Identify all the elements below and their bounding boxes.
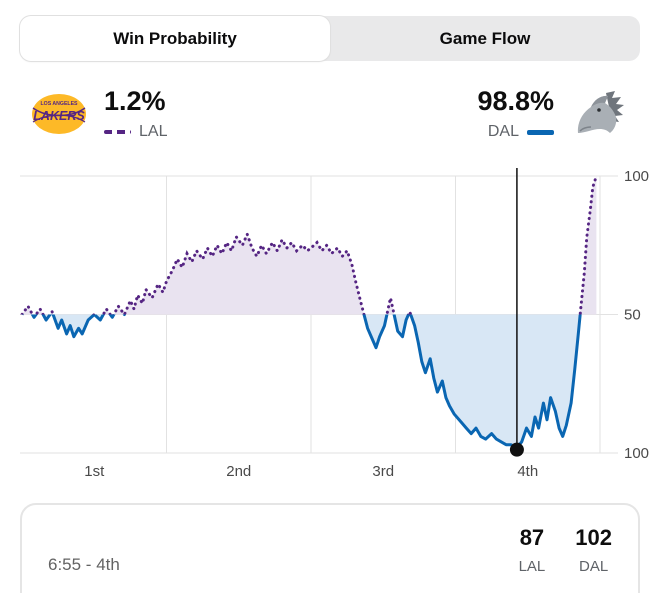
- lakers-logo-city-text: LOS ANGELES: [41, 101, 79, 107]
- lakers-logo-wordmark: LAKERS: [33, 109, 85, 123]
- lal-win-pct: 1.2%: [104, 85, 166, 116]
- x-tick-label: 1st: [84, 463, 105, 480]
- dal-score-label: DAL: [579, 558, 609, 575]
- lal-legend-label: LAL: [139, 123, 168, 141]
- dal-win-pct: 98.8%: [477, 85, 554, 116]
- win-probability-chart[interactable]: 1st 2nd 3rd 4th 100 50 100: [0, 158, 660, 493]
- game-clock: 6:55 - 4th: [48, 555, 120, 574]
- scrub-marker-dot[interactable]: [509, 442, 524, 457]
- dal-score: 102: [575, 525, 612, 550]
- x-tick-label: 3rd: [372, 463, 394, 480]
- dal-legend-label: DAL: [487, 123, 519, 141]
- dal-area-fill: [22, 314, 597, 448]
- home-team-block: 98.8% DAL: [477, 85, 630, 142]
- tab-game-flow[interactable]: Game Flow: [439, 28, 531, 48]
- mavericks-logo: [577, 91, 624, 133]
- view-toggle: Win Probability Game Flow: [20, 16, 640, 61]
- y-tick-label: 100: [624, 168, 649, 185]
- lal-legend: LAL: [104, 123, 167, 141]
- lal-dashed-line-swatch: [104, 130, 131, 135]
- y-tick-label: 50: [624, 307, 641, 324]
- tab-win-probability[interactable]: Win Probability: [20, 16, 330, 61]
- x-tick-label: 2nd: [226, 463, 251, 480]
- lal-probability-line: [20, 174, 598, 315]
- away-team-block: LOS ANGELES LAKERS 1.2% LAL: [30, 85, 167, 142]
- y-tick-label: 100: [624, 445, 649, 462]
- score-columns: 87 LAL 102 DAL: [519, 525, 612, 575]
- dal-solid-line-swatch: [527, 129, 554, 135]
- probability-header: LOS ANGELES LAKERS 1.2% LAL 98.8% DAL: [30, 80, 630, 148]
- lakers-logo: LOS ANGELES LAKERS: [32, 94, 86, 134]
- lal-area-fill: [22, 176, 597, 315]
- score-card: 6:55 - 4th 87 LAL 102 DAL: [20, 503, 640, 593]
- lal-score: 87: [519, 525, 545, 550]
- dal-legend: DAL: [477, 123, 554, 141]
- dal-score-column: 102 DAL: [575, 525, 612, 575]
- x-tick-label: 4th: [517, 463, 538, 480]
- lal-score-column: 87 LAL: [519, 525, 546, 575]
- lal-score-label: LAL: [518, 558, 546, 575]
